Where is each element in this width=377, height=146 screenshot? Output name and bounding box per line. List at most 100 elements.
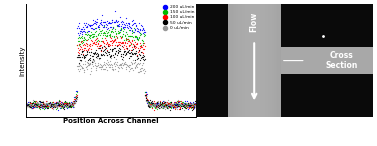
Point (31, 105, 37, 107)
Point (91, 53, 97, 55)
Point (46, 103, 52, 105)
Point (104, 48, 110, 51)
Point (160, 100, 166, 103)
Point (36, 105, 42, 107)
Point (135, 47, 141, 49)
Point (65, 104, 71, 106)
Point (143, 96, 149, 98)
Point (52, 105, 58, 108)
Point (143, 95, 149, 97)
Point (78, 40, 84, 42)
Point (118, 21, 124, 23)
Point (71, 100, 77, 103)
Point (183, 104, 189, 107)
Point (148, 104, 154, 106)
Point (41, 106, 48, 108)
Point (130, 48, 136, 50)
Point (146, 102, 152, 105)
Point (62, 102, 68, 105)
Point (70, 103, 76, 105)
Point (37, 103, 43, 105)
Point (162, 101, 168, 104)
Point (155, 101, 161, 103)
Point (162, 103, 168, 106)
Point (160, 103, 166, 105)
Point (81, 22, 87, 24)
Point (26, 106, 32, 108)
Point (31, 100, 37, 102)
Point (172, 102, 178, 104)
Point (183, 104, 189, 106)
Point (157, 103, 163, 105)
Point (60, 107, 66, 109)
Point (55, 101, 61, 103)
Point (36, 102, 42, 105)
Point (130, 43, 136, 45)
Point (81, 48, 87, 51)
Point (125, 38, 131, 40)
Point (93, 67, 100, 69)
Point (54, 105, 60, 108)
Point (43, 104, 49, 107)
Point (170, 104, 176, 106)
Point (175, 105, 181, 108)
Point (92, 34, 98, 37)
Point (46, 103, 52, 105)
Point (53, 102, 59, 104)
Point (83, 22, 89, 24)
Point (139, 43, 146, 46)
Point (146, 103, 152, 105)
Point (82, 47, 88, 49)
Point (169, 105, 175, 107)
Point (192, 104, 198, 106)
Point (43, 103, 49, 105)
Point (55, 102, 61, 105)
Point (127, 28, 133, 31)
Point (150, 102, 156, 105)
Point (138, 44, 144, 46)
Point (79, 51, 85, 53)
Point (109, 65, 115, 68)
Point (34, 101, 40, 104)
Point (61, 106, 67, 108)
Point (84, 45, 90, 47)
Point (180, 103, 186, 105)
Point (187, 103, 193, 106)
Point (167, 102, 173, 104)
Point (41, 104, 47, 106)
Point (44, 105, 51, 107)
Point (184, 106, 190, 108)
Point (29, 104, 35, 106)
Point (84, 25, 90, 27)
Point (146, 104, 152, 107)
Point (72, 95, 78, 97)
Point (142, 94, 148, 96)
Point (120, 27, 126, 29)
Point (85, 48, 91, 50)
Point (81, 55, 87, 58)
Point (67, 104, 74, 106)
Point (41, 104, 47, 106)
Point (50, 103, 56, 105)
Point (62, 105, 68, 107)
Point (90, 23, 96, 25)
Point (118, 64, 124, 67)
Point (94, 37, 100, 39)
Point (162, 108, 168, 111)
Point (47, 106, 53, 108)
Point (157, 102, 163, 104)
Point (74, 44, 80, 46)
Point (189, 106, 195, 108)
Point (67, 104, 73, 106)
Point (113, 19, 119, 21)
Point (61, 104, 67, 107)
Point (150, 104, 156, 107)
Point (82, 33, 88, 35)
Point (171, 102, 177, 105)
Point (106, 33, 112, 35)
Point (128, 34, 134, 37)
Bar (254, 4, 256, 117)
Point (102, 21, 108, 24)
Point (31, 104, 37, 106)
Point (27, 104, 33, 106)
